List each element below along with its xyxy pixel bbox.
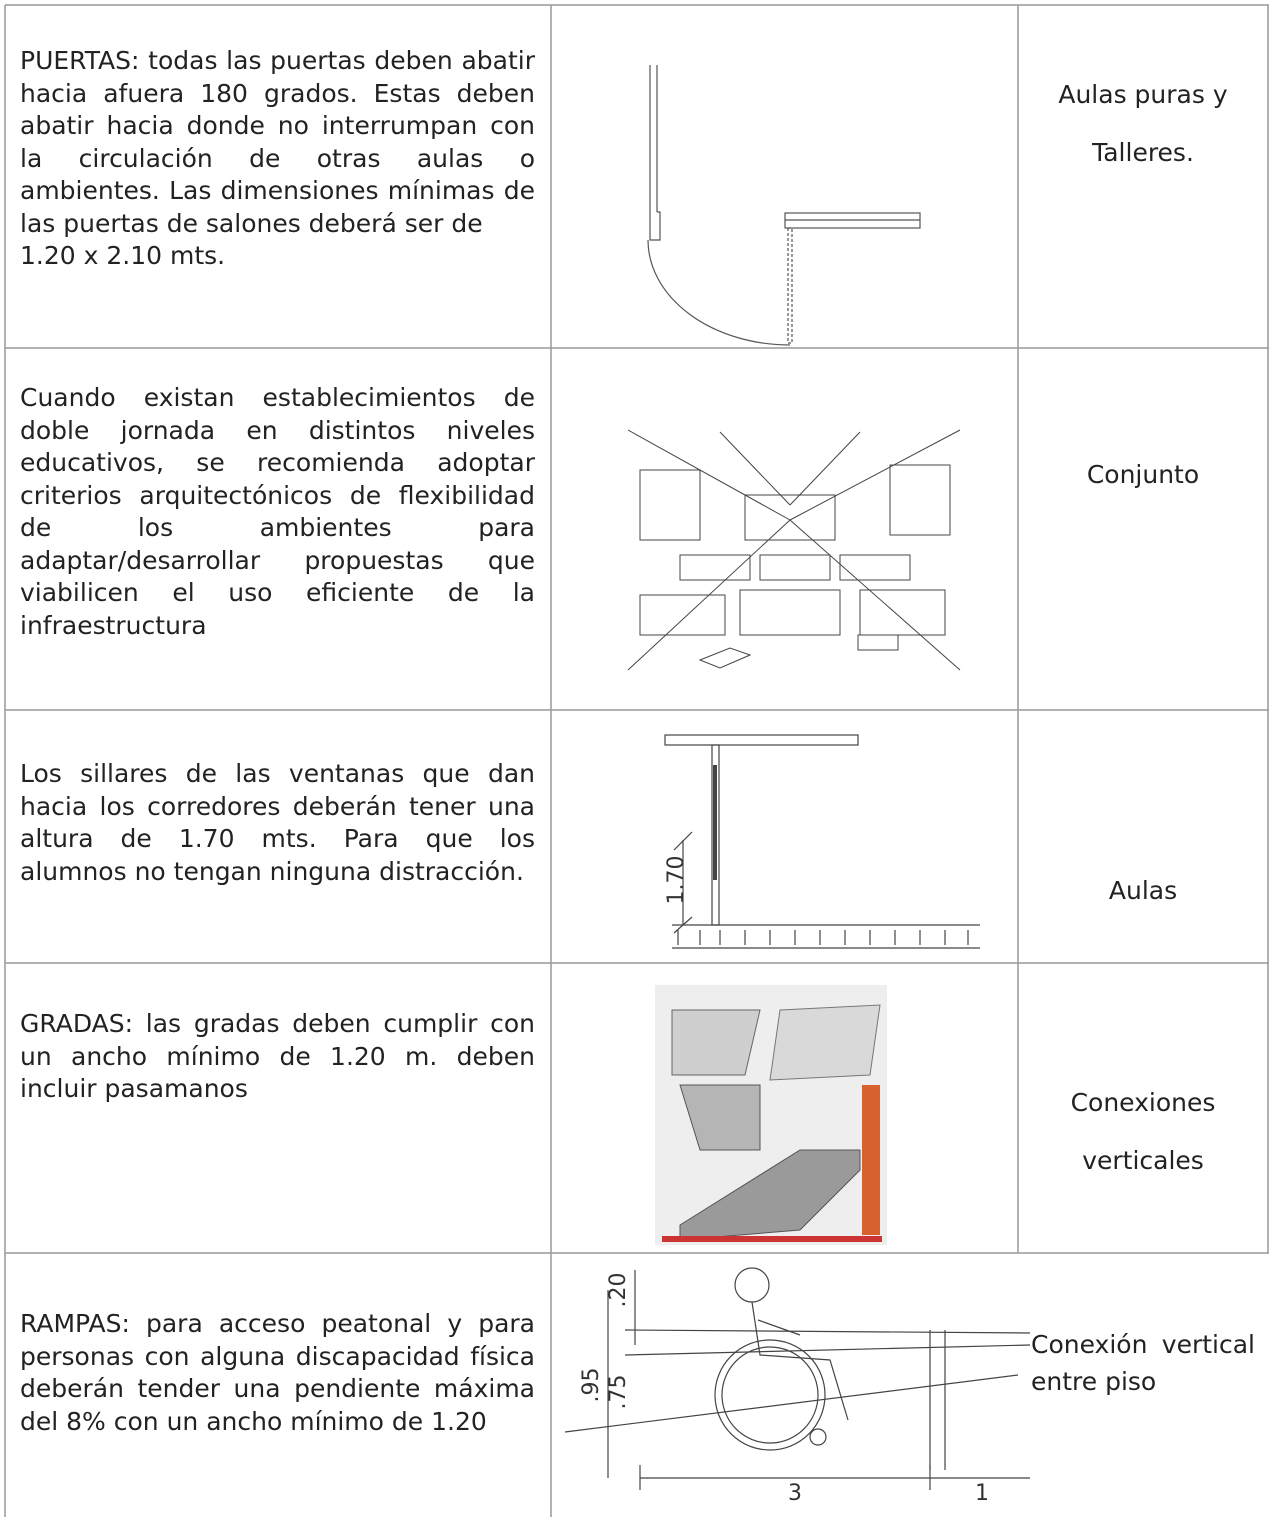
ramp-section [564, 1267, 1031, 1490]
window-section [664, 734, 980, 949]
stair-diagram [655, 985, 887, 1245]
description: Cuando existan establecimientos de doble… [20, 382, 535, 642]
paragraph: PUERTAS: todas las puertas deben abatir … [20, 46, 535, 238]
description: Los sillares de las ventanas que dan hac… [20, 758, 535, 888]
area-line: verticales [1082, 1146, 1204, 1175]
table-borders [4, 4, 1269, 1517]
figure-label: .95 [579, 1368, 604, 1403]
area: Conexión vertical entre piso [1031, 1330, 1255, 1396]
figure-label: 1.70 [664, 856, 689, 905]
area: Aulas puras y Talleres. [1018, 66, 1268, 182]
figure-label: 3 [788, 1481, 802, 1506]
area: Conjunto [1086, 460, 1200, 489]
figure-label: .20 [606, 1273, 631, 1308]
paragraph: 1.20 x 2.10 mts. [20, 241, 226, 270]
description: GRADAS: las gradas deben cumplir con un … [20, 1008, 535, 1106]
figure-label: .75 [606, 1375, 631, 1410]
paragraph: GRADAS: las gradas deben cumplir con un … [20, 1009, 535, 1103]
paragraph: Cuando existan establecimientos de doble… [20, 383, 535, 640]
area-line: Aulas puras y [1058, 80, 1228, 109]
paragraph: Los sillares de las ventanas que dan hac… [20, 759, 535, 886]
door-plan [647, 65, 921, 346]
area: Aulas [1108, 876, 1178, 905]
area: Conexiones verticales [1018, 1074, 1268, 1190]
description: RAMPAS: para acceso peatonal y para pers… [20, 1308, 535, 1438]
description: PUERTAS: todas las puertas deben abatir … [20, 45, 535, 273]
paragraph: RAMPAS: para acceso peatonal y para pers… [20, 1309, 535, 1436]
area-line: Talleres. [1092, 138, 1194, 167]
figure-label: 1 [975, 1481, 989, 1506]
area-line: Conexiones [1070, 1088, 1216, 1117]
classroom-sketch [627, 429, 961, 671]
